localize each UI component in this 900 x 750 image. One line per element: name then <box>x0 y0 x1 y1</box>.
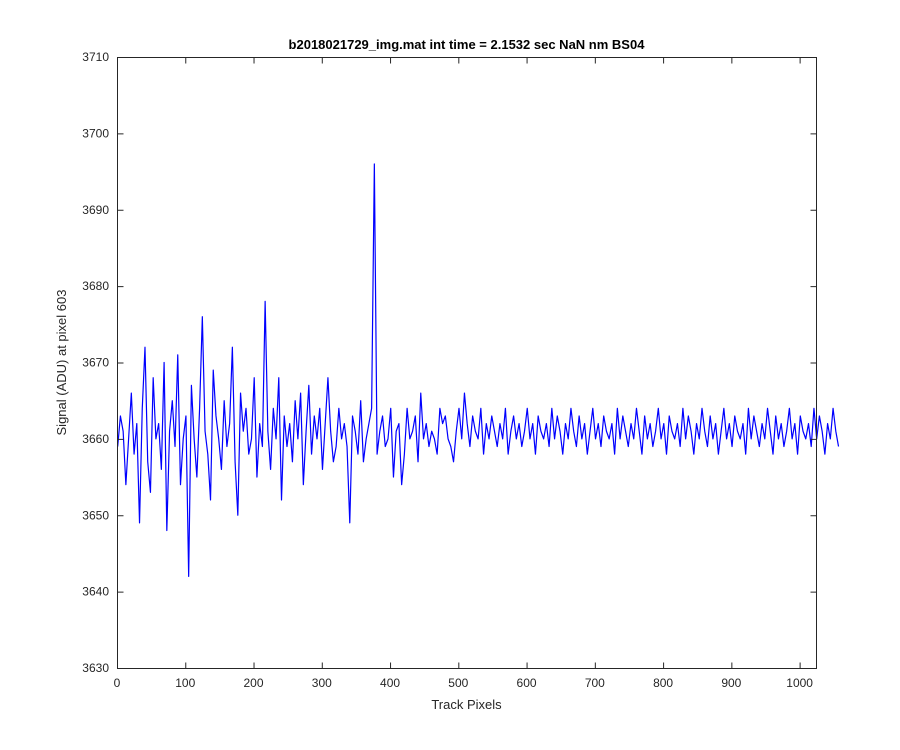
y-tick-label-3640: 3640 <box>82 585 109 599</box>
x-tick-label-800: 800 <box>653 676 673 690</box>
x-tick-label-900: 900 <box>721 676 741 690</box>
y-axis-label: Signal (ADU) at pixel 603 <box>54 290 69 436</box>
y-tick-label-3630: 3630 <box>82 661 109 675</box>
x-tick-label-700: 700 <box>585 676 605 690</box>
x-tick-label-1000: 1000 <box>786 676 813 690</box>
x-axis: 0 100 200 300 400 500 600 700 800 900 1000 <box>114 57 813 690</box>
series-line-0 <box>117 163 840 577</box>
chart-title: b2018021729_img.mat int time = 2.1532 se… <box>289 37 646 52</box>
x-tick-label-300: 300 <box>312 676 332 690</box>
y-tick-label-3680: 3680 <box>82 279 109 293</box>
x-tick-label-0: 0 <box>114 676 121 690</box>
x-axis-label: Track Pixels <box>431 697 502 712</box>
y-tick-label-3690: 3690 <box>82 203 109 217</box>
y-tick-label-3650: 3650 <box>82 508 109 522</box>
y-tick-label-3660: 3660 <box>82 432 109 446</box>
y-tick-label-3710: 3710 <box>82 50 109 64</box>
y-tick-label-3670: 3670 <box>82 356 109 370</box>
x-tick-label-200: 200 <box>244 676 264 690</box>
x-tick-label-100: 100 <box>175 676 195 690</box>
y-tick-label-3700: 3700 <box>82 126 109 140</box>
x-tick-label-600: 600 <box>517 676 537 690</box>
x-tick-label-500: 500 <box>448 676 468 690</box>
y-axis: 3630 3640 3650 3660 3670 3680 3690 3700 3710 <box>82 50 817 675</box>
series-layer <box>117 163 840 577</box>
x-tick-label-400: 400 <box>380 676 400 690</box>
plot-area <box>117 57 816 668</box>
